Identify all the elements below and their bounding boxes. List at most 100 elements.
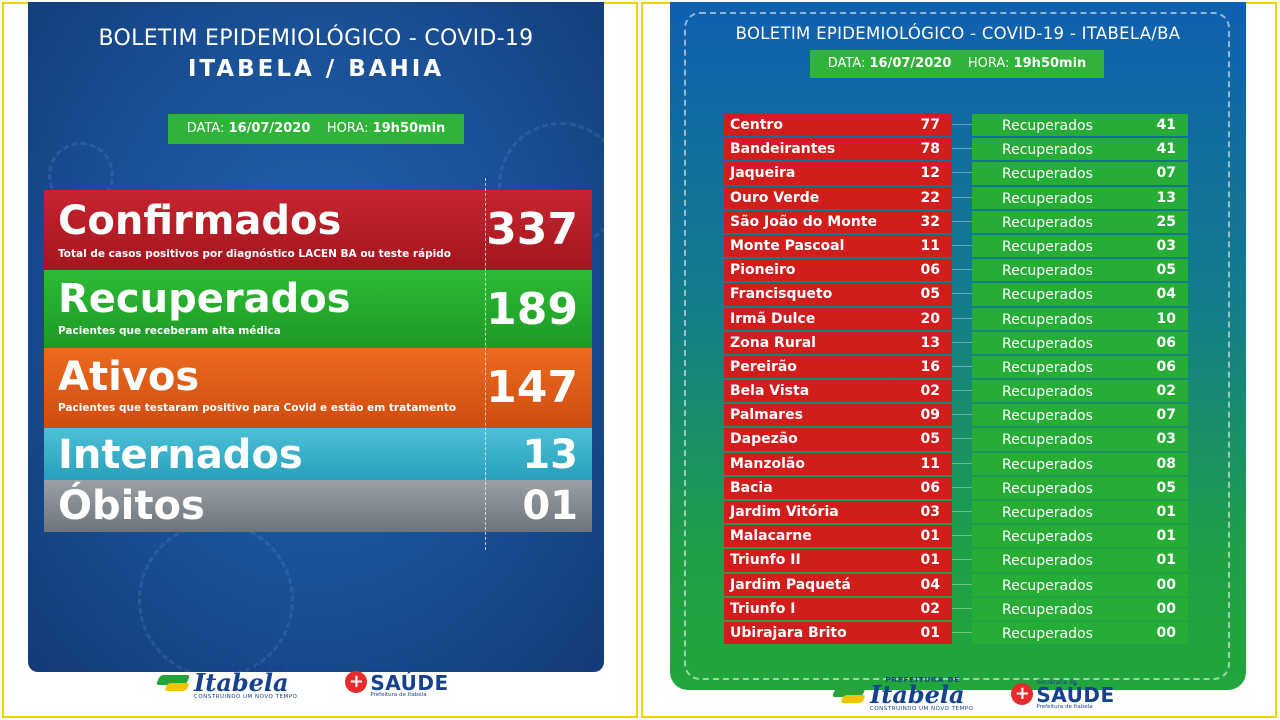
deaths-label: Óbitos: [58, 483, 205, 529]
neighborhood-confirmed: 02: [920, 383, 940, 400]
row-separator: [952, 196, 972, 198]
neighborhood-name: Pereirão: [730, 358, 797, 375]
recovered-cell: [972, 380, 1188, 403]
confirmed-cell: [724, 114, 952, 137]
recovered-cell: [972, 138, 1188, 161]
neighborhood-confirmed: 13: [920, 334, 940, 351]
itabela-logo-tagline: CONSTRUINDO UM NOVO TEMPO.: [870, 706, 976, 712]
recovered-cell: [972, 501, 1188, 524]
confirmed-cell: [724, 452, 952, 475]
row-separator: [952, 244, 972, 246]
active-card: Ativos Pacientes que testaram positivo p…: [44, 348, 592, 428]
row-separator: [952, 438, 972, 440]
confirmed-cell: [724, 234, 952, 258]
recovered-label: Recuperados: [1002, 553, 1093, 570]
itabela-logo-top: PREFEITURA DE: [885, 676, 961, 684]
neighborhood-name: Ouro Verde: [730, 189, 820, 206]
neighborhood-name: Triunfo I: [730, 600, 796, 617]
hospitalized-value: 13: [522, 432, 578, 478]
saude-logo-bottom: Prefeitura de Itabela: [370, 691, 427, 698]
confirmed-cell: [724, 476, 952, 499]
row-separator: [952, 583, 972, 585]
recovered-cell: [972, 210, 1188, 233]
neighborhood-name: Malacarne: [730, 528, 812, 545]
table-row: Bandeirantes 78 Recuperados 41: [724, 138, 1188, 161]
recovered-label: Recuperados: [1002, 287, 1093, 304]
recovered-cell: [972, 355, 1188, 379]
neighborhood-name: Zona Rural: [730, 334, 816, 351]
date-value: 16/07/2020: [228, 121, 311, 136]
right-logo-strip: PREFEITURA DE Itabela CONSTRUINDO UM NOV…: [831, 676, 1115, 712]
confirmed-cell: [724, 186, 952, 209]
neighborhood-bulletin: BOLETIM EPIDEMIOLÓGICO - COVID-19 - ITAB…: [670, 2, 1246, 690]
recovered-cell: [972, 404, 1188, 427]
recovered-value: 189: [486, 284, 578, 335]
neighborhood-recovered: 03: [1156, 431, 1176, 448]
neighborhood-name: Pioneiro: [730, 262, 796, 279]
neighborhood-name: Palmares: [730, 407, 803, 424]
neighborhood-confirmed: 09: [920, 407, 940, 424]
neighborhood-name: Ubirajara Brito: [730, 624, 847, 641]
neighborhood-recovered: 41: [1156, 141, 1176, 158]
neighborhood-name: Centro: [730, 117, 783, 133]
neighborhood-confirmed: 11: [920, 237, 940, 254]
confirmed-cell: [724, 380, 952, 403]
recovered-label: Recuperados: [1002, 118, 1093, 134]
confirmed-cell: [724, 355, 952, 379]
table-row: Ubirajara Brito 01 Recuperados 00: [724, 621, 1188, 645]
recovered-label: Recuperados: [1002, 432, 1093, 449]
saude-logo-top: Secretaria de: [370, 666, 411, 674]
saude-logo-name: SAÚDE: [370, 670, 449, 695]
neighborhood-name: Monte Pascoal: [730, 237, 845, 254]
summary-bulletin: BOLETIM EPIDEMIOLÓGICO - COVID-19 ITABEL…: [28, 2, 604, 672]
recovered-cell: [972, 259, 1188, 282]
neighborhood-recovered: 01: [1156, 504, 1176, 520]
neighborhood-confirmed: 03: [920, 504, 940, 520]
active-description: Pacientes que testaram positivo para Cov…: [58, 402, 457, 414]
right-time-label: HORA:: [967, 56, 1010, 71]
row-separator: [952, 293, 972, 295]
neighborhood-name: Jaqueira: [730, 165, 796, 182]
recovered-label: Recuperados: [1002, 238, 1093, 255]
recovered-cell: [972, 186, 1188, 209]
row-separator: [952, 486, 972, 488]
deaths-card: Óbitos 01: [44, 480, 592, 532]
recovered-label: Recuperados: [1002, 456, 1093, 473]
neighborhood-name: Triunfo II: [730, 552, 801, 569]
neighborhood-name: Bacia: [730, 479, 773, 496]
recovered-label: Recuperados: [58, 276, 351, 322]
saude-logo-name: SAÚDE: [1036, 682, 1115, 707]
row-separator: [952, 341, 972, 343]
neighborhood-confirmed: 12: [920, 165, 940, 182]
itabela-logo-name: Itabela: [194, 668, 289, 697]
table-row: Palmares 09 Recuperados 07: [724, 404, 1188, 427]
neighborhood-bulletin-title: BOLETIM EPIDEMIOLÓGICO - COVID-19 - ITAB…: [735, 24, 1181, 43]
bulletin-location: ITABELA / BAHIA: [187, 56, 445, 82]
neighborhood-recovered: 06: [1156, 358, 1176, 375]
confirmed-cell: [724, 331, 952, 354]
table-row: Jardim Vitória 03 Recuperados 01: [724, 501, 1188, 524]
row-separator: [952, 559, 972, 561]
neighborhood-name: Irmã Dulce: [730, 310, 816, 327]
table-row: São João do Monte 32 Recuperados 25: [724, 210, 1188, 233]
row-separator: [952, 148, 972, 150]
neighborhood-confirmed: 04: [920, 576, 940, 593]
neighborhood-recovered: 06: [1156, 334, 1176, 351]
neighborhood-recovered: 41: [1156, 117, 1176, 133]
table-row: Centro 77 Recuperados 41: [724, 114, 1188, 137]
confirmed-cell: [724, 138, 952, 161]
recovered-label: Recuperados: [1002, 142, 1093, 159]
neighborhood-name: Jardim Vitória: [730, 504, 839, 520]
recovered-cell: [972, 597, 1188, 620]
confirmed-cell: [724, 307, 952, 330]
recovered-label: Recuperados: [1002, 625, 1093, 642]
recovered-cell: [972, 162, 1188, 185]
row-separator: [952, 631, 972, 633]
recovered-label: Recuperados: [1002, 601, 1093, 618]
confirmed-cell: [724, 283, 952, 306]
table-row: Malacarne 01 Recuperados 01: [724, 525, 1188, 548]
confirmed-cell: [724, 621, 952, 645]
neighborhood-name: Bela Vista: [730, 383, 810, 400]
neighborhood-name: Jardim Paquetá: [730, 576, 851, 593]
table-row: Francisqueto 05 Recuperados 04: [724, 283, 1188, 306]
